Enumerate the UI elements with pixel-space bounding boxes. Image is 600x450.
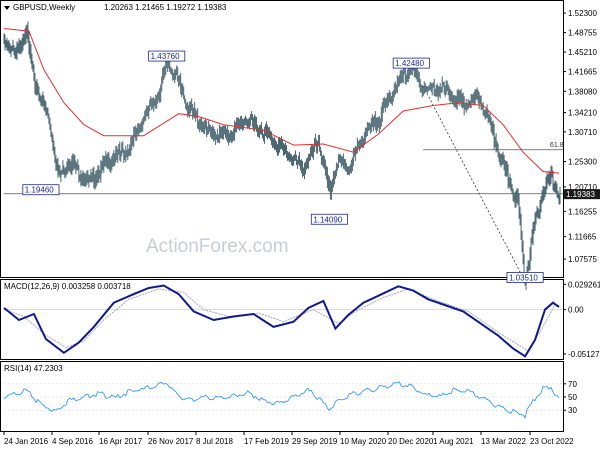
- annotation-label: 1.19460: [25, 186, 54, 195]
- macd-indicator: 0.029261 0.00 -0.051279: [3, 280, 600, 359]
- annotation-box: [506, 272, 544, 283]
- price-y-tick-label: 1.41665: [568, 68, 597, 77]
- price-bars: [3, 21, 561, 290]
- price-y-tick-label: 1.25300: [568, 158, 597, 167]
- annotation-label: 1.14090: [313, 215, 342, 224]
- current-price-tag: [564, 189, 600, 200]
- x-axis: 24 Jan 2016 4 Sep 2016 16 Apr 2017 26 Nov 2…: [3, 432, 574, 446]
- annotation-box: [392, 57, 430, 69]
- price-reference-lines: 61.8: [4, 86, 564, 282]
- price-title: GBPUSD,Weekly: [13, 3, 75, 12]
- x-tick-label: 4 Sep 2016: [52, 437, 93, 446]
- price-y-tick-label: 1.48755: [568, 29, 597, 38]
- rsi-y-tick-label: 70: [568, 380, 577, 389]
- price-y-tick-label: 1.45210: [568, 48, 597, 57]
- macd-panel-frame: [0, 279, 564, 360]
- x-tick-label: 26 Nov 2017: [148, 437, 194, 446]
- rsi-y-tick-label: 50: [568, 393, 577, 402]
- price-annotations: 1.43760 1.19460 1.14090 1.42480 1.03510: [22, 50, 544, 283]
- rsi-y-tick-label: 30: [568, 406, 577, 415]
- watermark: ActionForex.com: [146, 236, 289, 257]
- fib-label: 61.8: [550, 142, 564, 149]
- x-tick-label: 23 Oct 2022: [530, 437, 574, 446]
- x-tick-label: 24 Jan 2016: [4, 437, 49, 446]
- price-y-tick-label: 1.38080: [568, 87, 597, 96]
- dropdown-arrow-icon: [4, 6, 10, 10]
- annotation-box: [148, 50, 186, 62]
- rsi-panel-frame: [0, 361, 564, 432]
- x-tick-label: 8 Jul 2018: [196, 437, 233, 446]
- price-y-tick-label: 1.30710: [568, 128, 597, 137]
- macd-line: [3, 284, 560, 358]
- price-moving-average: [3, 28, 560, 174]
- current-price-label: 1.19383: [566, 190, 595, 199]
- rsi-indicator: 70 50 30: [3, 380, 577, 419]
- x-tick-label: 20 Dec 2020: [388, 437, 434, 446]
- x-tick-label: 13 Mar 2022: [481, 437, 526, 446]
- macd-title: MACD(12,26,9) 0.003258 0.003718: [4, 282, 131, 291]
- macd-y-tick-label: -0.051279: [568, 350, 600, 359]
- macd-y-tick-label: 0.00: [568, 306, 584, 315]
- annotation-label: 1.42480: [395, 59, 424, 68]
- trend-line: [422, 86, 526, 282]
- x-tick-label: 10 May 2020: [340, 437, 387, 446]
- x-tick-label: 16 Apr 2017: [99, 437, 143, 446]
- x-tick-label: 17 Feb 2019: [244, 437, 289, 446]
- price-y-tick-label: 1.11665: [568, 233, 597, 242]
- price-y-tick-label: 1.16255: [568, 207, 597, 216]
- rsi-title: RSI(14) 47.2303: [4, 364, 63, 373]
- annotation-box: [22, 184, 60, 196]
- x-tick-label: 1 Aug 2021: [433, 437, 474, 446]
- price-y-axis: 1.52300 1.48755 1.45210 1.41665 1.38080 1.342…: [563, 9, 597, 264]
- price-y-tick-label: 1.34210: [568, 109, 597, 118]
- price-y-tick-label: 1.52300: [568, 9, 597, 18]
- moving-average-line: [3, 28, 560, 174]
- rsi-line: [3, 381, 560, 419]
- price-ohlc: 1.20263 1.21465 1.19272 1.19383: [104, 3, 227, 12]
- macd-signal-line: [3, 288, 561, 352]
- price-y-tick-label: 1.20710: [568, 183, 597, 192]
- current-price-marker: 1.19383: [564, 189, 600, 200]
- annotation-box: [310, 213, 348, 225]
- price-header: GBPUSD,Weekly 1.20263 1.21465 1.19272 1.…: [4, 3, 227, 12]
- macd-y-tick-label: 0.029261: [568, 280, 600, 289]
- price-y-tick-label: 1.07575: [568, 255, 597, 264]
- annotation-label: 1.03510: [509, 273, 538, 282]
- x-tick-label: 29 Sep 2019: [292, 437, 338, 446]
- annotation-label: 1.43760: [151, 52, 180, 61]
